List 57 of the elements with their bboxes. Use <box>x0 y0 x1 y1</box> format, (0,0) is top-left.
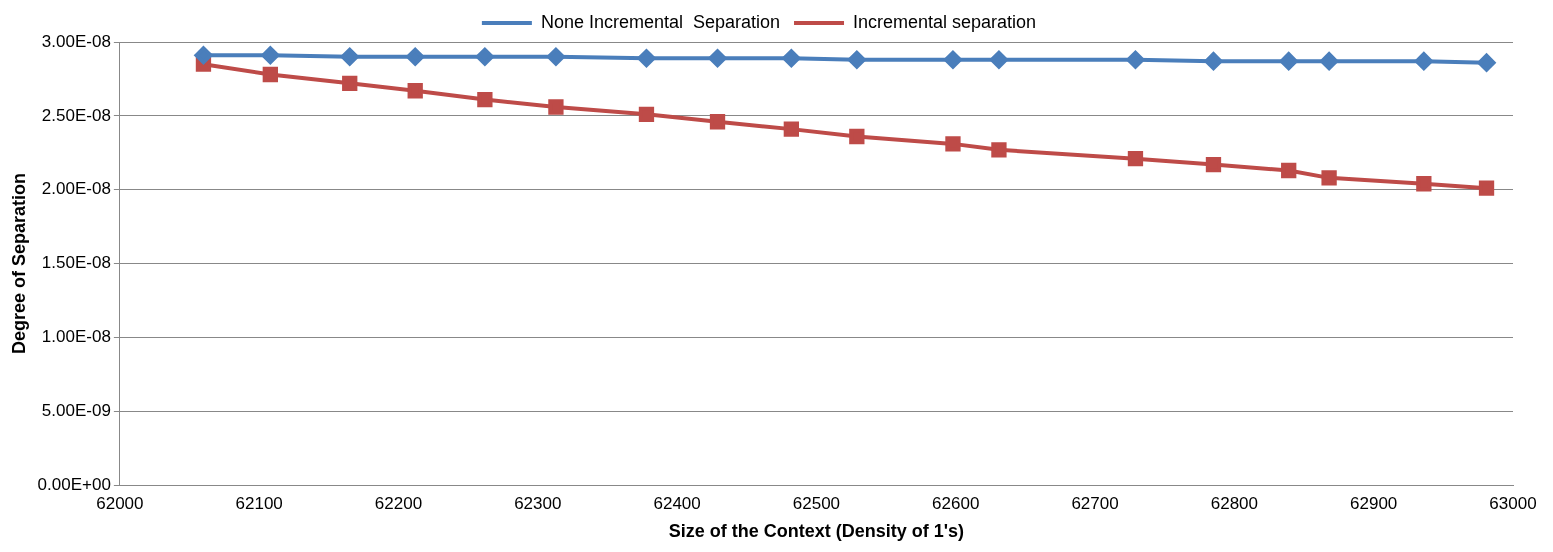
x-axis-title: Size of the Context (Density of 1's) <box>668 521 965 542</box>
point <box>194 46 213 65</box>
y-tick-label: 3.00E-08 <box>41 31 111 51</box>
x-tick-label: 62700 <box>1071 493 1119 513</box>
point <box>1204 52 1223 71</box>
point <box>989 50 1008 69</box>
y-tick-label: 5.00E-09 <box>41 400 111 420</box>
x-tick-label: 63000 <box>1489 493 1537 513</box>
point <box>548 99 564 115</box>
x-tick-label: 62000 <box>96 493 144 513</box>
point <box>708 49 727 68</box>
y-tick-label: 0.00E+00 <box>37 474 111 494</box>
point <box>546 47 565 66</box>
point <box>406 47 425 66</box>
y-tick-label: 1.50E-08 <box>41 253 111 273</box>
point <box>782 49 801 68</box>
x-tick-label: 62600 <box>932 493 980 513</box>
point <box>638 106 655 123</box>
point <box>1416 176 1432 192</box>
point <box>342 75 358 91</box>
point <box>340 47 359 66</box>
x-tick-label: 62800 <box>1210 493 1259 513</box>
point <box>945 136 961 152</box>
point <box>1478 180 1495 196</box>
point <box>637 49 656 68</box>
point <box>1414 52 1433 71</box>
point <box>849 128 865 145</box>
point <box>1320 52 1339 71</box>
point <box>407 83 423 99</box>
point <box>943 50 962 69</box>
point <box>783 121 800 137</box>
x-tick-label: 62900 <box>1350 493 1398 513</box>
x-tick-label: 62100 <box>235 493 283 513</box>
x-tick-label: 62300 <box>514 493 562 513</box>
point <box>1127 151 1144 167</box>
y-tick-label: 2.50E-08 <box>41 105 111 125</box>
legend-label: Incremental separation <box>853 11 1037 32</box>
x-tick-label: 62200 <box>374 493 423 513</box>
point <box>477 91 493 108</box>
y-tick-label: 2.00E-08 <box>41 179 111 199</box>
point <box>262 66 278 83</box>
point <box>1321 170 1337 186</box>
y-axis-title: Degree of Separation <box>8 172 29 355</box>
point <box>1126 50 1145 69</box>
point <box>475 47 494 66</box>
y-tick-label: 1.00E-08 <box>41 327 111 347</box>
point <box>1205 156 1222 173</box>
point <box>709 114 726 130</box>
point <box>1281 162 1297 179</box>
point <box>1477 53 1496 72</box>
legend-label: None Incremental Separation <box>540 11 781 32</box>
point <box>847 50 866 69</box>
point <box>1279 52 1298 71</box>
point <box>991 142 1007 158</box>
x-tick-label: 62500 <box>792 493 841 513</box>
x-tick-label: 62400 <box>653 493 701 513</box>
point <box>261 46 280 65</box>
